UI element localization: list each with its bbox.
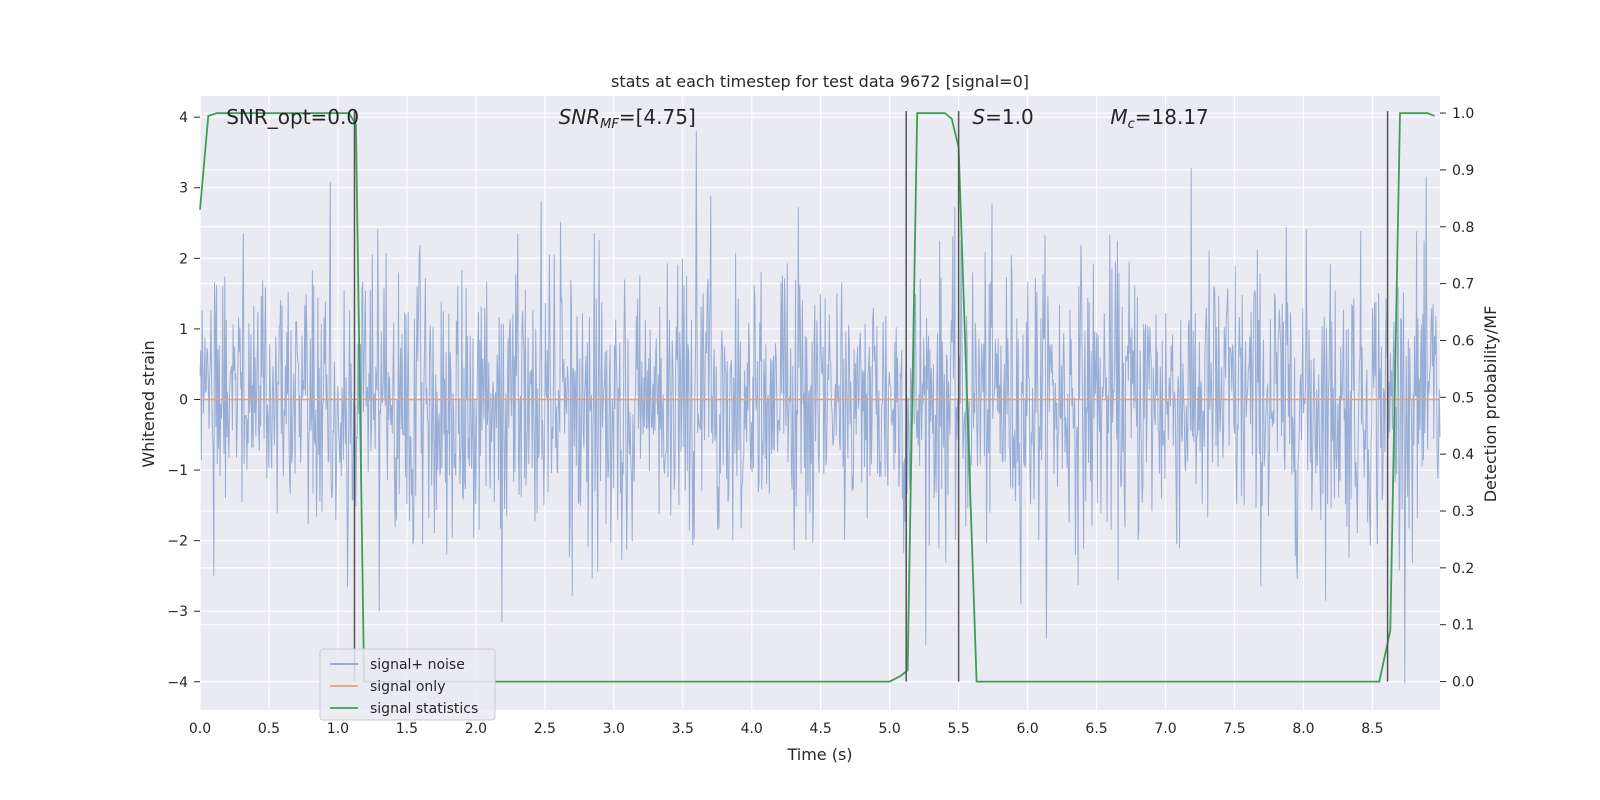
x-tick-label: 3.0 [603, 721, 625, 737]
y2-tick-label: 0.8 [1452, 220, 1474, 236]
y-axis-label: Whitened strain [139, 340, 158, 467]
chart-title: stats at each timestep for test data 967… [611, 72, 1029, 91]
annotation: S=1.0 [972, 105, 1033, 129]
x-tick-label: 5.0 [879, 721, 901, 737]
series-signal-statistics [199, 112, 1435, 683]
y-axis-ticks: 4 3 2 1 0 −1 −2 −3 −4 [167, 110, 200, 691]
x-axis-ticks: 0.0 0.5 1.0 1.5 2.0 2.5 3.0 3.5 4.0 4.5 5.0 5.5 6.0 6… [189, 721, 1384, 737]
y2-tick-label: 0.1 [1452, 618, 1474, 634]
y-tick-label: −3 [167, 604, 188, 620]
y-tick-label: 2 [179, 251, 188, 267]
y2-tick-label: 0.2 [1452, 561, 1474, 577]
y2-tick-label: 0.6 [1452, 333, 1474, 349]
annotation: SNRMF=[4.75] [559, 105, 696, 132]
y-tick-label: 4 [179, 110, 188, 126]
annotation-subscript: c [1128, 117, 1135, 132]
x-tick-label: 8.5 [1361, 721, 1383, 737]
x-tick-label: 4.0 [741, 721, 763, 737]
x-tick-label: 8.0 [1292, 721, 1314, 737]
legend: signal+ noise signal only signal statistic… [319, 648, 496, 721]
legend-label: signal statistics [370, 701, 478, 717]
annotation-value: =[4.75] [619, 105, 696, 129]
y-tick-label: −1 [167, 463, 188, 479]
y2-tick-label: 0.3 [1452, 504, 1474, 520]
x-axis-label: Time (s) [786, 745, 852, 764]
x-tick-label: 1.5 [396, 721, 418, 737]
y-tick-label: 1 [179, 322, 188, 338]
annotation: SNR_opt=0.0 [226, 105, 359, 129]
x-tick-label: 6.0 [1016, 721, 1038, 737]
annotation-subscript: MF [600, 117, 619, 132]
annotations: SNR_opt=0.0 SNRMF=[4.75] S=1.0 Mc=18.17 [226, 105, 1209, 132]
y2-tick-label: 0.9 [1452, 163, 1474, 179]
y2-tick-label: 0.0 [1452, 675, 1474, 691]
series-signal-noise [199, 131, 1441, 684]
annotation-value: =18.17 [1135, 105, 1209, 129]
x-tick-label: 0.5 [258, 721, 280, 737]
y-tick-label: 3 [179, 181, 188, 197]
y2-tick-label: 0.5 [1452, 390, 1474, 406]
series-layer [199, 112, 1441, 684]
x-tick-label: 2.5 [534, 721, 556, 737]
x-tick-label: 1.0 [327, 721, 349, 737]
annotation: Mc=18.17 [1110, 105, 1208, 132]
legend-label: signal+ noise [370, 657, 465, 673]
annotation-base: S [972, 105, 985, 129]
y2-tick-label: 0.4 [1452, 447, 1474, 463]
x-tick-label: 5.5 [947, 721, 969, 737]
y2-axis-ticks: 1.0 0.9 0.8 0.7 0.6 0.5 0.4 0.3 0.2 0.1 0.0 [1440, 106, 1474, 691]
x-tick-label: 6.5 [1085, 721, 1107, 737]
y2-axis-label: Detection probability/MF [1481, 306, 1500, 503]
y2-tick-label: 1.0 [1452, 106, 1474, 122]
x-tick-label: 2.0 [465, 721, 487, 737]
x-tick-label: 7.0 [1154, 721, 1176, 737]
y-tick-label: −2 [167, 534, 188, 550]
y2-tick-label: 0.7 [1452, 277, 1474, 293]
annotation-value: =1.0 [985, 105, 1034, 129]
legend-box [319, 648, 496, 721]
x-tick-label: 3.5 [672, 721, 694, 737]
x-tick-label: 4.5 [810, 721, 832, 737]
legend-label: signal only [370, 679, 445, 695]
annotation-base: SNR [559, 105, 601, 129]
y-tick-label: −4 [167, 675, 188, 691]
x-tick-label: 0.0 [189, 721, 211, 737]
annotation-base: M [1110, 105, 1127, 129]
x-tick-label: 7.5 [1223, 721, 1245, 737]
vertical-markers [353, 111, 1389, 682]
y-tick-label: 0 [179, 392, 188, 408]
